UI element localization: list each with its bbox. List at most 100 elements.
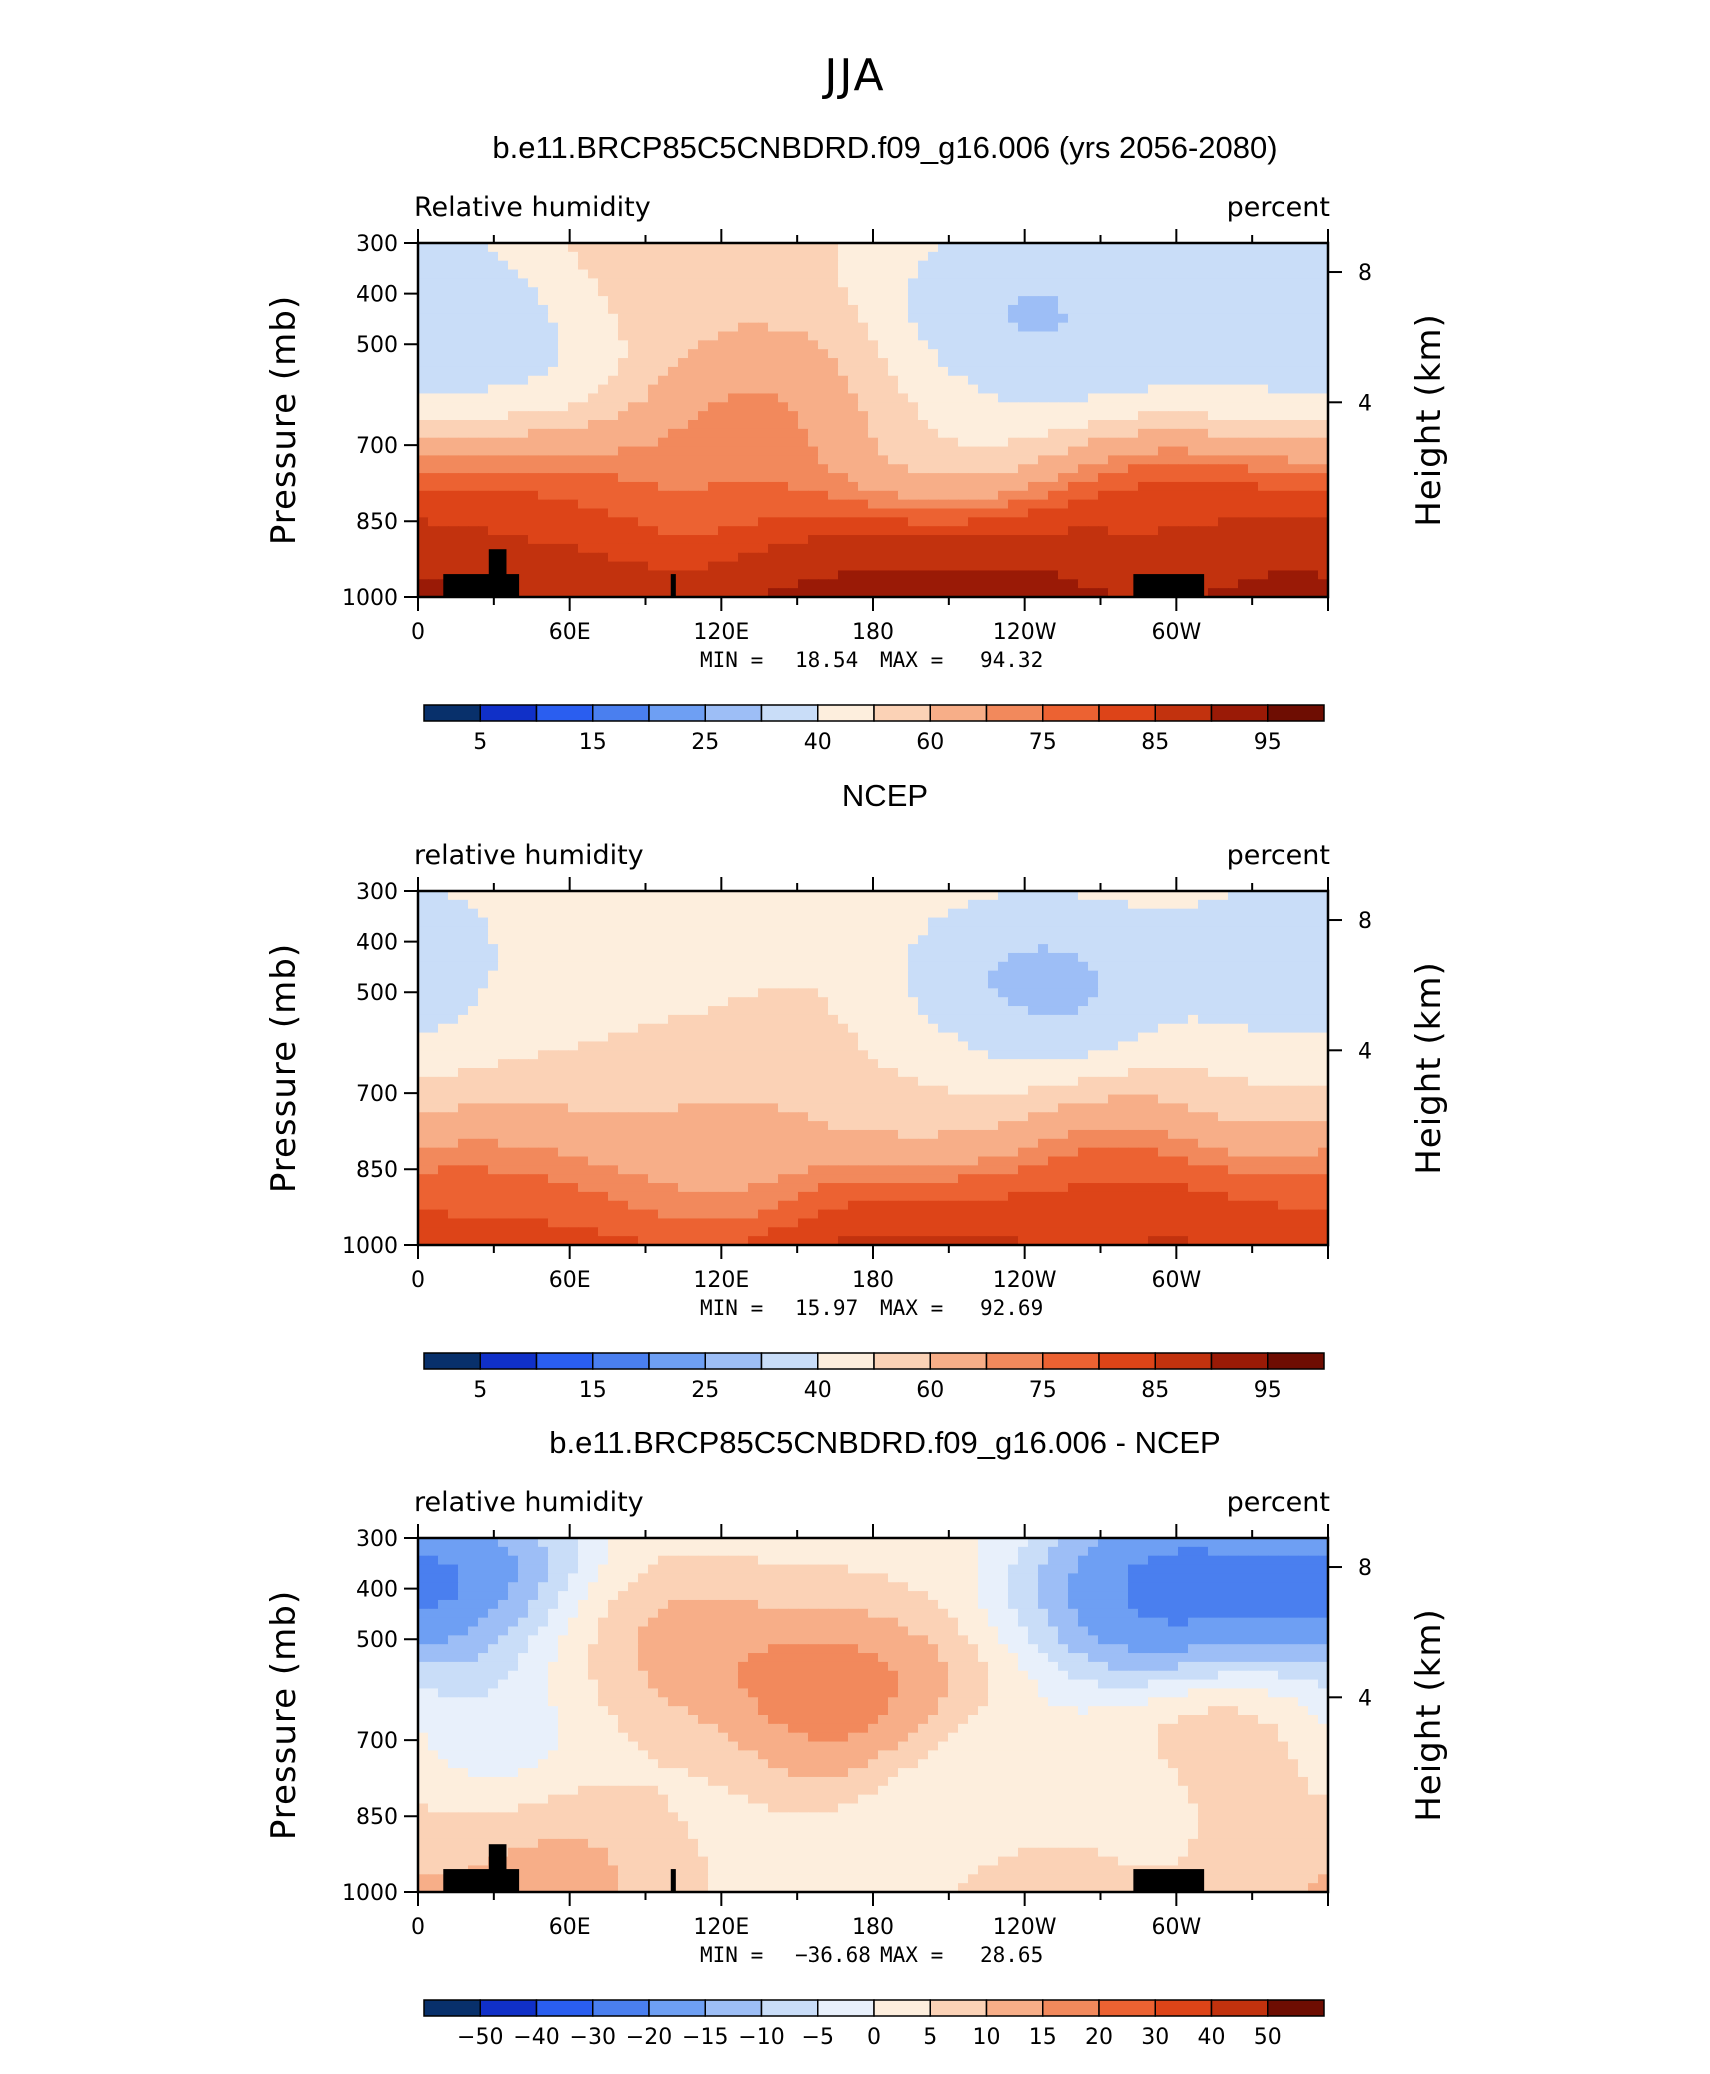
- colorbar-label: 60: [916, 1378, 944, 1403]
- colorbar-label: 40: [1198, 2025, 1226, 2050]
- y-tick-label: 400: [356, 1578, 398, 1603]
- right-tick-label: 4: [1358, 391, 1372, 416]
- colorbar-swatch: [929, 1352, 988, 1370]
- colorbar: 5 15 25 40 60 75 85 95: [423, 1352, 1325, 1403]
- colorbar-label: 95: [1254, 1378, 1282, 1403]
- colorbar-label: −20: [626, 2025, 672, 2050]
- right-axis-title: Height (km): [1409, 1608, 1449, 1822]
- x-tick-label: 120E: [693, 1268, 749, 1293]
- panel-3: b.e11.BRCP85C5CNBDRD.f09_g16.006 - NCEP r…: [264, 1425, 1449, 2050]
- x-tick-label: 120E: [693, 620, 749, 645]
- colorbar-swatch: [760, 1352, 819, 1370]
- colorbar-label: 25: [691, 730, 719, 755]
- colorbar-label: 50: [1254, 2025, 1282, 2050]
- colorbar-label: 15: [579, 730, 607, 755]
- right-axis-title: Height (km): [1409, 961, 1449, 1175]
- colorbar-swatch: [1042, 1352, 1100, 1370]
- right-tick-label: 4: [1358, 1686, 1372, 1711]
- colorbar-label: 95: [1254, 730, 1282, 755]
- max-value: 94.32: [980, 648, 1043, 672]
- y-tick-label: 850: [356, 510, 398, 535]
- min-value: 15.97: [795, 1296, 858, 1320]
- x-tick-label: 180: [852, 620, 894, 645]
- x-tick-label: 120W: [993, 620, 1057, 645]
- colorbar-swatch: [985, 1352, 1044, 1370]
- terrain-block: [670, 574, 676, 597]
- colorbar-label: −5: [802, 2025, 834, 2050]
- colorbar-label: 10: [973, 2025, 1001, 2050]
- colorbar-swatch: [817, 1999, 875, 2017]
- terrain-block: [443, 574, 520, 597]
- colorbar-label: −15: [682, 2025, 728, 2050]
- x-tick-label: 60W: [1151, 620, 1201, 645]
- min-value: −36.68: [795, 1943, 871, 1967]
- y-tick-label: 400: [356, 931, 398, 956]
- colorbar-swatch: [1210, 1999, 1269, 2017]
- colorbar-label: 30: [1141, 2025, 1169, 2050]
- colorbar-label: −30: [570, 2025, 616, 2050]
- colorbar: 5 15 25 40 60 75 85 95: [423, 704, 1325, 755]
- min-label: MIN =: [700, 648, 763, 672]
- x-tick-label: 60W: [1151, 1915, 1201, 1940]
- colorbar-label: 40: [804, 730, 832, 755]
- colorbar-label: 15: [1029, 2025, 1057, 2050]
- colorbar-swatch: [760, 704, 819, 722]
- y-axis-title: Pressure (mb): [264, 295, 304, 545]
- terrain-block: [1133, 1869, 1205, 1892]
- field-label: relative humidity: [414, 840, 644, 871]
- colorbar-swatch: [479, 1352, 538, 1370]
- y-tick-label: 300: [356, 880, 398, 905]
- y-axis-title: Pressure (mb): [264, 1590, 304, 1840]
- field-label: Relative humidity: [414, 192, 651, 223]
- colorbar-label: 5: [473, 1378, 487, 1403]
- colorbar-swatch: [423, 704, 481, 722]
- y-tick-label: 300: [356, 1527, 398, 1552]
- x-tick-label: 120W: [993, 1915, 1057, 1940]
- colorbar-swatch: [592, 704, 650, 722]
- contour-field: [418, 1538, 1329, 1893]
- colorbar-swatch: [1098, 1999, 1156, 2017]
- colorbar-swatch: [985, 704, 1044, 722]
- colorbar-label: 5: [473, 730, 487, 755]
- colorbar-swatch: [423, 1352, 481, 1370]
- colorbar-swatch: [479, 704, 538, 722]
- colorbar-swatch: [1210, 1352, 1269, 1370]
- x-tick-label: 0: [411, 1268, 425, 1293]
- x-tick-label: 120E: [693, 1915, 749, 1940]
- colorbar-label: 5: [923, 2025, 937, 2050]
- x-tick-label: 60E: [549, 620, 591, 645]
- y-tick-label: 500: [356, 981, 398, 1006]
- figure-title: JJA: [824, 50, 886, 101]
- colorbar-label: 75: [1029, 730, 1057, 755]
- terrain-block: [488, 1844, 507, 1892]
- colorbar-swatch: [1042, 704, 1100, 722]
- x-tick-label: 180: [852, 1268, 894, 1293]
- x-tick-label: 60E: [549, 1268, 591, 1293]
- colorbar-swatch: [985, 1999, 1044, 2017]
- y-tick-label: 700: [356, 1082, 398, 1107]
- colorbar-swatch: [592, 1352, 650, 1370]
- colorbar-swatch: [817, 704, 875, 722]
- colorbar: −50 −40 −30 −20 −15 −10 −5 0 5 10 15 20 30 40 50: [423, 1999, 1325, 2050]
- right-axis-title: Height (km): [1409, 313, 1449, 527]
- colorbar-swatch: [423, 1999, 481, 2017]
- y-tick-label: 1000: [342, 586, 398, 611]
- y-tick-label: 850: [356, 1805, 398, 1830]
- colorbar-swatch: [1154, 1352, 1213, 1370]
- colorbar-swatch: [1098, 704, 1156, 722]
- max-label: MAX =: [880, 648, 943, 672]
- y-tick-label: 300: [356, 232, 398, 257]
- panel-title: b.e11.BRCP85C5CNBDRD.f09_g16.006 - NCEP: [549, 1425, 1220, 1460]
- colorbar-swatch: [535, 1999, 594, 2017]
- colorbar-swatch: [704, 1352, 763, 1370]
- colorbar-swatch: [873, 1999, 931, 2017]
- terrain-block: [488, 549, 507, 597]
- min-label: MIN =: [700, 1943, 763, 1967]
- right-tick-label: 4: [1358, 1039, 1372, 1064]
- min-value: 18.54: [795, 648, 858, 672]
- x-tick-label: 60W: [1151, 1268, 1201, 1293]
- colorbar-label: 15: [579, 1378, 607, 1403]
- colorbar-label: 20: [1085, 2025, 1113, 2050]
- colorbar-swatch: [873, 704, 931, 722]
